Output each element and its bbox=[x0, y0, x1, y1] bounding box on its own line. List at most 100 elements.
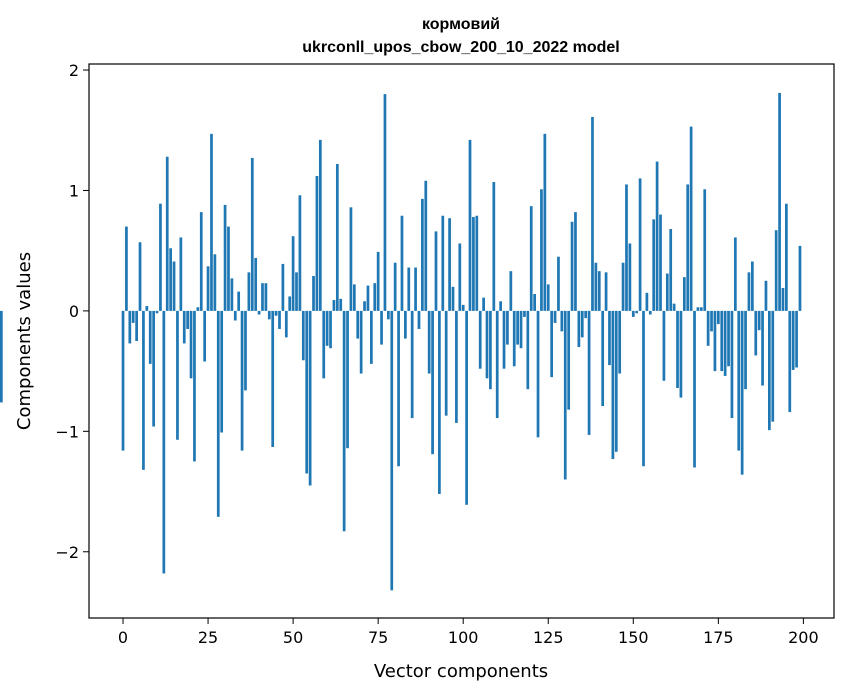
bar bbox=[747, 272, 751, 311]
bar bbox=[645, 292, 649, 311]
bar bbox=[652, 219, 656, 311]
bar bbox=[332, 300, 336, 311]
bar bbox=[278, 310, 281, 329]
bar bbox=[676, 310, 679, 388]
bar bbox=[540, 189, 543, 311]
bar bbox=[359, 310, 363, 374]
bar bbox=[567, 310, 571, 410]
bar bbox=[550, 310, 554, 378]
bar bbox=[240, 310, 244, 451]
bar bbox=[196, 307, 200, 311]
y-tick-label: −2 bbox=[55, 543, 79, 562]
bar bbox=[672, 303, 676, 311]
bar bbox=[438, 310, 441, 494]
bar bbox=[730, 310, 734, 419]
bar bbox=[478, 310, 482, 369]
bar bbox=[529, 206, 533, 311]
bar bbox=[387, 310, 390, 320]
bar bbox=[655, 161, 659, 311]
bar bbox=[716, 310, 720, 325]
bar bbox=[696, 307, 700, 311]
bar bbox=[257, 310, 261, 315]
bar bbox=[421, 198, 424, 311]
bar bbox=[778, 92, 781, 311]
bar bbox=[417, 310, 421, 329]
bar bbox=[380, 310, 383, 345]
bar bbox=[642, 310, 645, 467]
bar bbox=[366, 285, 370, 311]
bar bbox=[342, 310, 346, 532]
bar bbox=[295, 272, 298, 311]
x-tick-label: 150 bbox=[618, 628, 649, 647]
bar bbox=[584, 310, 588, 319]
bar bbox=[329, 310, 332, 349]
bar bbox=[383, 94, 387, 311]
bar bbox=[193, 310, 196, 462]
y-axis-label: Components values bbox=[14, 252, 35, 430]
bar bbox=[557, 256, 560, 311]
bar bbox=[148, 310, 152, 364]
bar bbox=[189, 310, 193, 379]
bar bbox=[121, 310, 125, 451]
bar bbox=[369, 310, 373, 364]
chart-title-line-1: кормовий bbox=[422, 16, 500, 33]
bar bbox=[390, 310, 394, 591]
bar bbox=[604, 272, 608, 311]
bar bbox=[284, 310, 288, 338]
bar bbox=[495, 310, 499, 419]
bar bbox=[492, 182, 496, 311]
bar bbox=[410, 310, 414, 419]
bar bbox=[733, 237, 737, 311]
bar bbox=[308, 310, 312, 486]
bar bbox=[597, 271, 601, 311]
bar bbox=[223, 204, 227, 311]
bar bbox=[648, 310, 652, 315]
x-tick-label: 200 bbox=[788, 628, 819, 647]
chart-title-line-2: ukrconll_upos_cbow_200_10_2022 model bbox=[302, 39, 619, 56]
bar bbox=[638, 178, 642, 311]
bar bbox=[237, 291, 241, 311]
bar bbox=[254, 257, 258, 311]
bar bbox=[176, 310, 179, 440]
bar bbox=[679, 310, 683, 398]
plot-frame bbox=[88, 63, 835, 619]
bar bbox=[213, 254, 217, 311]
x-tick-label: 100 bbox=[448, 628, 479, 647]
bar bbox=[349, 207, 353, 311]
bar bbox=[580, 310, 584, 338]
bar bbox=[628, 243, 632, 311]
bar bbox=[427, 310, 431, 374]
bar bbox=[271, 310, 275, 447]
bar bbox=[686, 184, 690, 311]
x-tick-label: 175 bbox=[703, 628, 734, 647]
bar bbox=[444, 310, 448, 416]
bar bbox=[267, 310, 271, 320]
bar bbox=[485, 310, 489, 379]
bar bbox=[159, 203, 162, 311]
bar bbox=[713, 310, 717, 372]
bar bbox=[614, 310, 618, 452]
bar bbox=[339, 298, 343, 311]
bar bbox=[710, 310, 713, 332]
bar bbox=[288, 296, 292, 311]
bar bbox=[791, 310, 795, 370]
bar bbox=[363, 301, 366, 311]
bar bbox=[274, 310, 278, 316]
bar bbox=[699, 307, 703, 311]
y-tick-label: 1 bbox=[69, 181, 79, 200]
y-tick-label: 2 bbox=[69, 61, 79, 80]
bar bbox=[461, 304, 465, 311]
bar bbox=[244, 310, 247, 391]
bar bbox=[179, 237, 183, 311]
bar bbox=[301, 310, 305, 361]
bar bbox=[434, 231, 438, 311]
bar bbox=[441, 215, 445, 311]
bar bbox=[785, 203, 788, 311]
bar bbox=[393, 262, 397, 311]
bar bbox=[512, 310, 516, 367]
x-tick-label: 25 bbox=[198, 628, 218, 647]
bar bbox=[737, 310, 741, 451]
bar bbox=[754, 310, 758, 356]
